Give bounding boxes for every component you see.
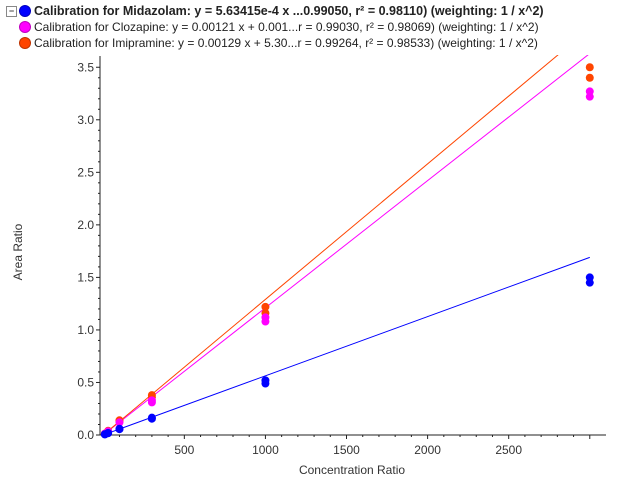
y-tick-label: 3.0 bbox=[77, 113, 94, 127]
data-point-midazolam bbox=[585, 273, 594, 282]
legend-item-clozapine[interactable]: Calibration for Clozapine: y = 0.00121 x… bbox=[6, 19, 544, 35]
x-tick-label: 500 bbox=[174, 443, 194, 457]
data-point-clozapine bbox=[115, 418, 124, 427]
data-point-clozapine bbox=[261, 313, 270, 322]
x-tick-label: 1000 bbox=[252, 443, 279, 457]
data-point-clozapine bbox=[147, 396, 156, 405]
legend-marker-orange-icon bbox=[19, 37, 31, 49]
data-point-imipramine bbox=[585, 63, 594, 72]
data-point-midazolam bbox=[147, 413, 156, 422]
legend-marker-magenta-icon bbox=[19, 21, 31, 33]
legend-item-midazolam[interactable]: − Calibration for Midazolam: y = 5.63415… bbox=[6, 3, 544, 19]
legend-label: Calibration for Imipramine: y = 0.00129 … bbox=[34, 36, 538, 50]
y-tick-label: 2.0 bbox=[77, 218, 94, 232]
legend-label: Calibration for Clozapine: y = 0.00121 x… bbox=[34, 20, 539, 34]
data-point-midazolam bbox=[115, 424, 124, 433]
y-tick-label: 1.0 bbox=[77, 323, 94, 337]
y-tick-label: 0.5 bbox=[77, 375, 94, 389]
data-point-midazolam bbox=[261, 376, 270, 385]
regression-line-midazolam bbox=[103, 256, 590, 436]
x-tick-label: 1500 bbox=[333, 443, 360, 457]
collapse-toggle-icon[interactable]: − bbox=[6, 5, 17, 17]
data-point-clozapine bbox=[585, 87, 594, 96]
y-tick-label: 1.5 bbox=[77, 270, 94, 284]
legend-item-imipramine[interactable]: Calibration for Imipramine: y = 0.00129 … bbox=[6, 35, 544, 51]
x-axis-label: Concentration Ratio bbox=[299, 463, 405, 477]
y-tick-label: 3.5 bbox=[77, 60, 94, 74]
y-tick-label: 0.0 bbox=[77, 428, 94, 442]
y-tick-label: 2.5 bbox=[77, 165, 94, 179]
legend-marker-blue-icon bbox=[19, 5, 31, 17]
y-axis-label: Area Ratio bbox=[11, 223, 25, 280]
legend-label: Calibration for Midazolam: y = 5.63415e-… bbox=[34, 4, 544, 18]
x-tick-label: 2000 bbox=[414, 443, 441, 457]
regression-line-imipramine bbox=[103, 55, 559, 436]
data-point-imipramine bbox=[261, 302, 270, 311]
x-tick-label: 2500 bbox=[495, 443, 522, 457]
data-point-imipramine bbox=[585, 73, 594, 82]
chart-legend: − Calibration for Midazolam: y = 5.63415… bbox=[6, 3, 544, 51]
regression-line-clozapine bbox=[103, 55, 589, 436]
data-point-midazolam bbox=[104, 429, 113, 438]
